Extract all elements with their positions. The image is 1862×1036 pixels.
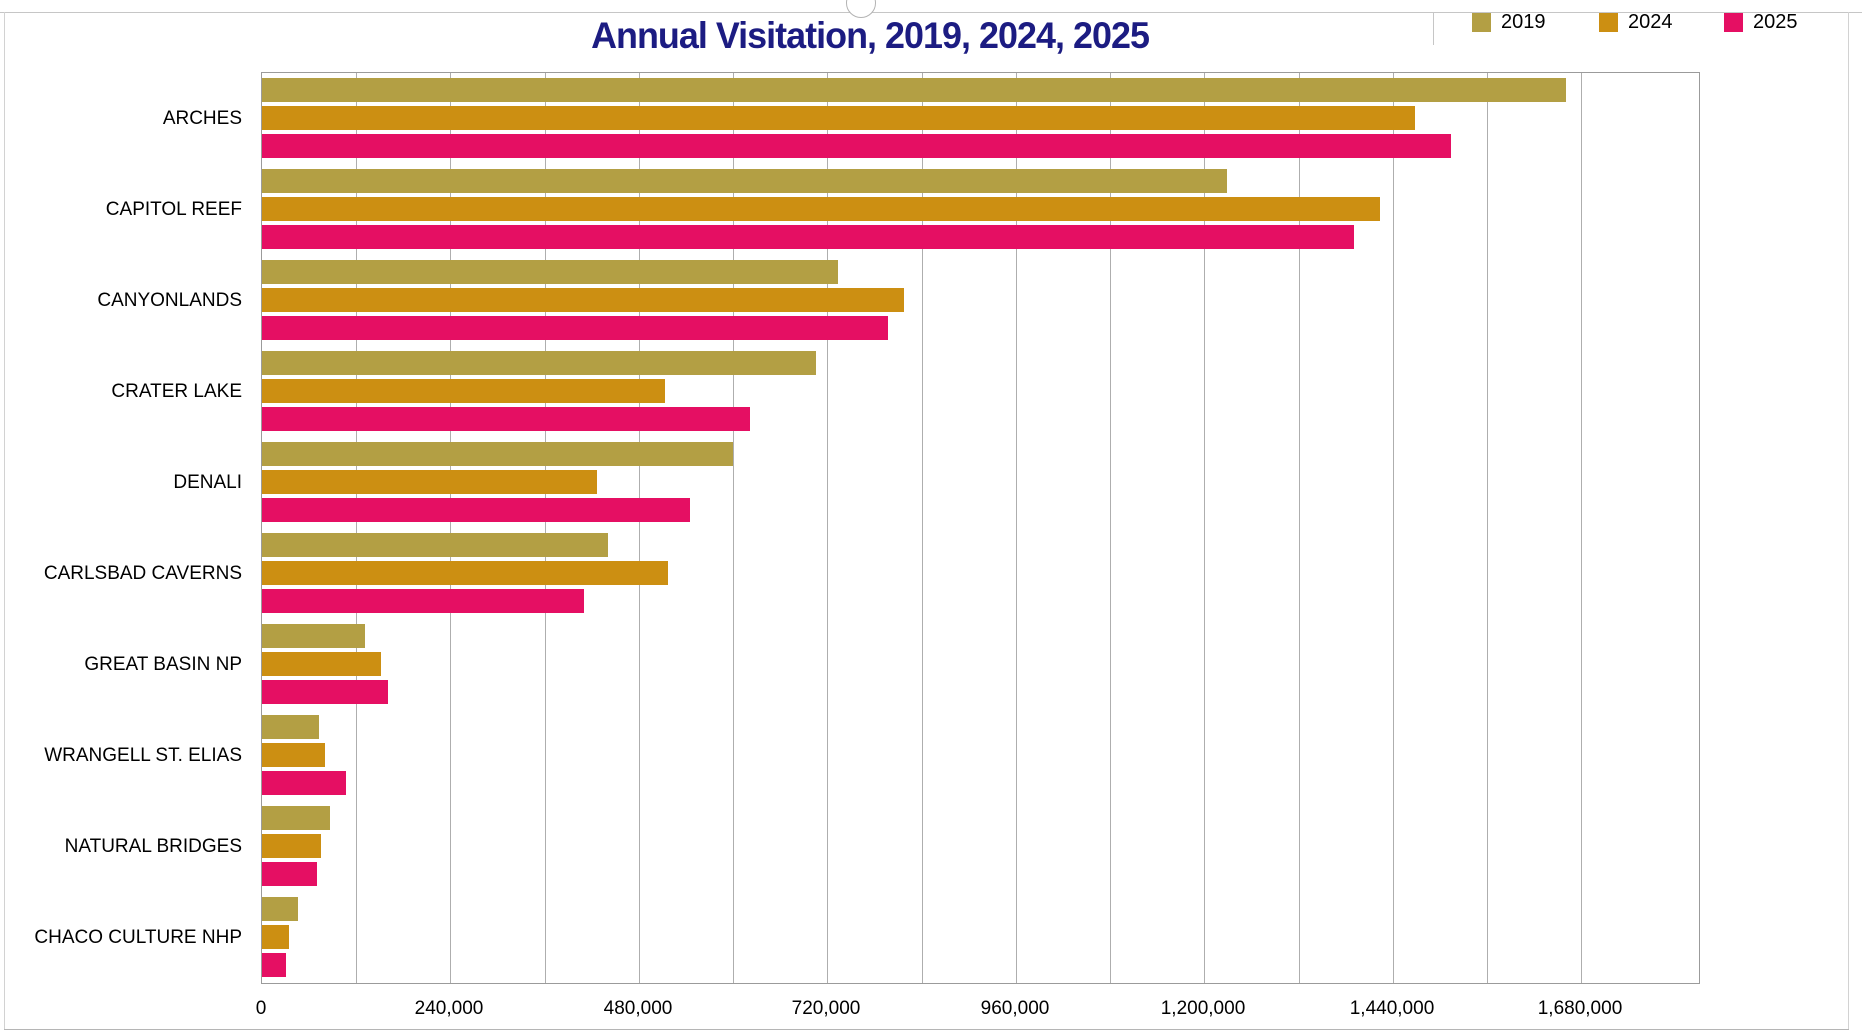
bar-crater-lake-2019 [262, 351, 816, 375]
y-label-capitol-reef: CAPITOL REEF [105, 199, 242, 220]
bar-capitol-reef-2024 [262, 197, 1380, 221]
x-label-720000: 720,000 [791, 998, 861, 1019]
x-label-240000: 240,000 [414, 998, 484, 1019]
gridline-480000 [639, 73, 640, 983]
gridline-1080000 [1110, 73, 1111, 983]
y-label-canyonlands: CANYONLANDS [97, 290, 242, 311]
legend-label-2024: 2024 [1628, 11, 1673, 33]
chart-title: Annual Visitation, 2019, 2024, 2025 [591, 15, 1150, 56]
y-axis-labels: ARCHES CAPITOL REEF CANYONLANDS CRATER LAKE… [0, 72, 250, 984]
panel-right-border [1848, 12, 1849, 1030]
bar-crater-lake-2024 [262, 379, 665, 403]
gridline-1560000 [1487, 73, 1488, 983]
gridline-840000 [922, 73, 923, 983]
gridline-120000 [356, 73, 357, 983]
panel-bottom-border [4, 1029, 1849, 1030]
x-label-0: 0 [255, 998, 267, 1019]
legend-swatch-2019 [1472, 13, 1491, 32]
x-axis-labels: 0 240,000 480,000 720,000 960,000 1,200,000 1,… [256, 998, 1701, 1024]
bar-canyonlands-2019 [262, 260, 838, 284]
legend-item-2025: 2025 [1724, 11, 1798, 33]
bar-denali-2024 [262, 470, 597, 494]
bar-capitol-reef-2019 [262, 169, 1227, 193]
bar-natural-bridges-2024 [262, 834, 321, 858]
panel-left-border [4, 12, 5, 1030]
bar-crater-lake-2025 [262, 407, 750, 431]
gridline-720000 [827, 73, 828, 983]
legend-label-2025: 2025 [1753, 11, 1798, 33]
bar-wrangell-st-elias-2025 [262, 771, 346, 795]
panel-top-border [0, 12, 1862, 13]
y-label-natural-bridges: NATURAL BRIDGES [64, 836, 242, 857]
bar-chaco-culture-nhp-2025 [262, 953, 286, 977]
x-label-960000: 960,000 [980, 998, 1050, 1019]
gridline-600000 [733, 73, 734, 983]
y-label-great-basin-np: GREAT BASIN NP [84, 654, 242, 675]
y-label-chaco-culture-nhp: CHACO CULTURE NHP [34, 927, 242, 948]
x-label-1680000: 1,680,000 [1537, 998, 1623, 1019]
legend-swatch-2025 [1724, 13, 1743, 32]
bar-chaco-culture-nhp-2019 [262, 897, 298, 921]
bar-natural-bridges-2019 [262, 806, 330, 830]
y-label-arches: ARCHES [162, 108, 242, 129]
bar-wrangell-st-elias-2024 [262, 743, 325, 767]
bar-great-basin-np-2025 [262, 680, 388, 704]
bar-carlsbad-caverns-2019 [262, 533, 608, 557]
bar-canyonlands-2025 [262, 316, 888, 340]
x-label-1440000: 1,440,000 [1349, 998, 1435, 1019]
gridline-1200000 [1204, 73, 1205, 983]
bar-capitol-reef-2025 [262, 225, 1354, 249]
chart-legend: 2019 2024 2025 [0, 0, 1862, 46]
x-label-480000: 480,000 [603, 998, 673, 1019]
bar-arches-2025 [262, 134, 1451, 158]
bar-denali-2019 [262, 442, 733, 466]
bar-carlsbad-caverns-2025 [262, 589, 584, 613]
y-label-carlsbad-caverns: CARLSBAD CAVERNS [43, 563, 242, 584]
gridline-1440000 [1393, 73, 1394, 983]
bar-wrangell-st-elias-2019 [262, 715, 319, 739]
bar-great-basin-np-2024 [262, 652, 381, 676]
gridline-960000 [1016, 73, 1017, 983]
y-label-crater-lake: CRATER LAKE [111, 381, 242, 402]
y-label-denali: DENALI [173, 472, 242, 493]
bar-canyonlands-2024 [262, 288, 904, 312]
legend-item-2019: 2019 [1472, 11, 1546, 33]
plot-area [261, 72, 1700, 984]
bar-arches-2019 [262, 78, 1566, 102]
bar-natural-bridges-2025 [262, 862, 317, 886]
bar-great-basin-np-2019 [262, 624, 365, 648]
legend-swatch-2024 [1599, 13, 1618, 32]
y-label-wrangell-st-elias: WRANGELL ST. ELIAS [44, 745, 242, 766]
x-label-1200000: 1,200,000 [1160, 998, 1246, 1019]
gridline-1680000 [1581, 73, 1582, 983]
legend-label-2019: 2019 [1501, 11, 1546, 33]
gridline-360000 [545, 73, 546, 983]
gridline-1320000 [1299, 73, 1300, 983]
legend-item-2024: 2024 [1599, 11, 1673, 33]
legend-divider [1433, 12, 1434, 45]
bar-arches-2024 [262, 106, 1415, 130]
bar-chaco-culture-nhp-2024 [262, 925, 289, 949]
bar-carlsbad-caverns-2024 [262, 561, 668, 585]
bar-denali-2025 [262, 498, 690, 522]
gridline-240000 [450, 73, 451, 983]
